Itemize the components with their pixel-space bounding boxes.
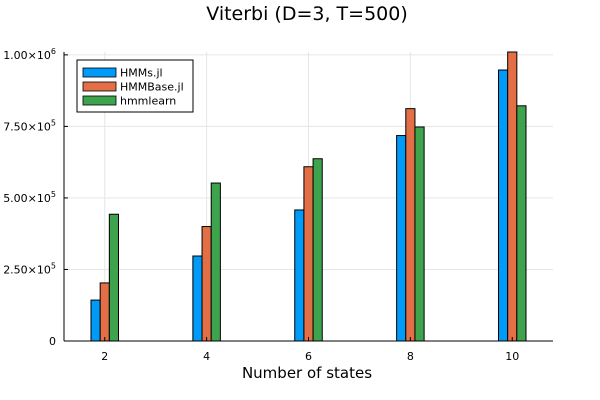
bar-hmmlearn-10 bbox=[516, 105, 527, 342]
bar-hmmlearn-8 bbox=[414, 126, 425, 342]
legend-swatch bbox=[82, 95, 117, 106]
chart-title: Viterbi (D=3, T=500) bbox=[206, 3, 408, 25]
bar-hmms-jl-4 bbox=[192, 255, 203, 342]
bars bbox=[90, 51, 527, 342]
bar-hmmbase-jl-8 bbox=[405, 108, 416, 342]
bar-hmms-jl-10 bbox=[497, 69, 509, 342]
x-tick-label: 4 bbox=[203, 350, 210, 363]
x-tick-label: 6 bbox=[305, 350, 312, 363]
legend-label: HMMBase.jl bbox=[120, 81, 184, 94]
bar-hmms-jl-6 bbox=[294, 209, 305, 342]
y-tick-label: 5.00×105 bbox=[3, 190, 56, 205]
bar-hmmlearn-6 bbox=[312, 158, 323, 342]
y-tick-labels: 0 2.50×105 5.00×105 7.50×105 1.00×106 bbox=[3, 47, 68, 348]
x-tick-label: 10 bbox=[505, 350, 519, 363]
legend-swatch bbox=[82, 81, 117, 92]
bar-hmmbase-jl-6 bbox=[303, 166, 314, 342]
bar-hmmbase-jl-4 bbox=[201, 226, 212, 342]
bar-hmmbase-jl-2 bbox=[99, 282, 110, 342]
x-axis-label: Number of states bbox=[242, 364, 372, 382]
legend-swatch bbox=[82, 67, 117, 78]
y-tick-label: 1.00×106 bbox=[3, 47, 56, 62]
bar-hmmlearn-2 bbox=[108, 213, 120, 342]
bar-hmmlearn-4 bbox=[210, 182, 221, 342]
y-tick-label: 2.50×105 bbox=[3, 261, 56, 276]
x-tick-label: 2 bbox=[101, 350, 108, 363]
y-tick-label: 0 bbox=[49, 335, 56, 348]
bar-hmms-jl-8 bbox=[396, 135, 407, 342]
y-tick-label: 7.50×105 bbox=[3, 118, 56, 133]
bar-hmms-jl-2 bbox=[90, 299, 101, 342]
legend-label: hmmlearn bbox=[120, 95, 176, 108]
x-tick-label: 8 bbox=[407, 350, 414, 363]
x-tick-labels: 2 4 6 8 10 bbox=[101, 337, 519, 363]
bar-hmmbase-jl-10 bbox=[507, 51, 518, 342]
legend-label: HMMs.jl bbox=[120, 67, 163, 80]
